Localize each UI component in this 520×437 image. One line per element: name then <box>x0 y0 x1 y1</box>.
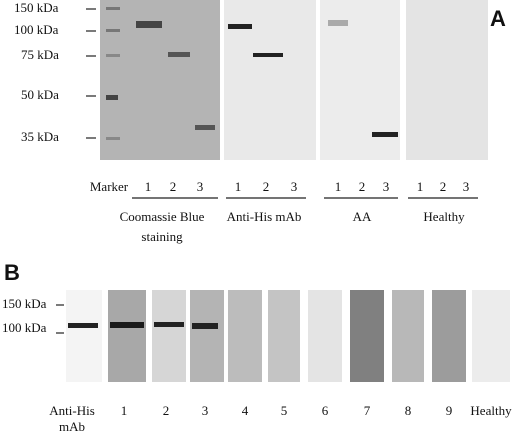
band <box>195 125 215 130</box>
band <box>106 7 120 10</box>
marker-label: 35 kDa <box>21 129 59 144</box>
strip <box>472 290 510 382</box>
lane-label: 1 <box>417 179 424 194</box>
lane-label: 1 <box>145 179 152 194</box>
lane-label: 2 <box>440 179 447 194</box>
lane-label: 9 <box>446 403 453 418</box>
strip <box>432 290 466 382</box>
gel-healthy <box>406 0 488 160</box>
strip <box>228 290 262 382</box>
lane-label: 2 <box>163 403 170 418</box>
strip <box>190 290 224 382</box>
lane-label: 2 <box>170 179 177 194</box>
strips-b <box>66 290 510 382</box>
lane-label: 5 <box>281 403 288 418</box>
lane-label: mAb <box>59 419 85 434</box>
band <box>106 54 120 57</box>
lane-label: Marker <box>90 179 129 194</box>
marker-label: 50 kDa <box>21 87 59 102</box>
strip <box>152 290 186 382</box>
strip <box>268 290 300 382</box>
lane-label: 6 <box>322 403 329 418</box>
marker-label: 150 kDa <box>14 0 59 15</box>
lane-label: 1 <box>121 403 128 418</box>
gels-a <box>100 0 488 160</box>
lane-label: 2 <box>263 179 270 194</box>
lane-labels-b: Anti-His mAb 1 2 3 4 5 6 7 8 9 Healthy <box>49 403 512 434</box>
marker-label: 100 kDa <box>2 320 47 335</box>
strip <box>392 290 424 382</box>
marker-label: 100 kDa <box>14 22 59 37</box>
band <box>106 29 120 32</box>
band <box>136 21 162 28</box>
lane-label: 7 <box>364 403 371 418</box>
band <box>192 323 218 329</box>
marker-label: 150 kDa <box>2 296 47 311</box>
band <box>106 95 118 100</box>
panel-label: B <box>4 260 20 285</box>
band <box>328 20 348 26</box>
group-label: AA <box>353 209 372 224</box>
panel-label: A <box>490 6 506 31</box>
group-label: Healthy <box>423 209 465 224</box>
group-label: staining <box>141 229 183 244</box>
lane-label: 3 <box>463 179 470 194</box>
lane-label: 8 <box>405 403 412 418</box>
lane-label: Healthy <box>470 403 512 418</box>
group-label: Anti-His mAb <box>227 209 302 224</box>
strip <box>66 290 102 382</box>
lane-label: 2 <box>359 179 366 194</box>
band <box>253 53 283 57</box>
lane-label: 1 <box>335 179 342 194</box>
group-label: Coomassie Blue <box>120 209 205 224</box>
lane-label: 3 <box>383 179 390 194</box>
band <box>106 137 120 140</box>
marker-ticks-a <box>86 8 96 139</box>
strip <box>308 290 342 382</box>
band <box>154 322 184 327</box>
lane-labels-a: Marker 1 2 3 1 2 3 1 2 3 1 2 3 <box>90 179 469 194</box>
lane-label: 1 <box>235 179 242 194</box>
band <box>68 323 98 328</box>
strip <box>350 290 384 382</box>
lane-label: 3 <box>202 403 209 418</box>
strip <box>108 290 146 382</box>
band <box>168 52 190 57</box>
band <box>228 24 252 29</box>
lane-label: Anti-His <box>49 403 95 418</box>
lane-label: 4 <box>242 403 249 418</box>
lane-label: 3 <box>291 179 298 194</box>
lane-label: 3 <box>197 179 204 194</box>
band <box>110 322 144 328</box>
group-labels: Coomassie Blue staining Anti-His mAb AA … <box>120 209 466 244</box>
band <box>372 132 398 137</box>
marker-label: 75 kDa <box>21 47 59 62</box>
